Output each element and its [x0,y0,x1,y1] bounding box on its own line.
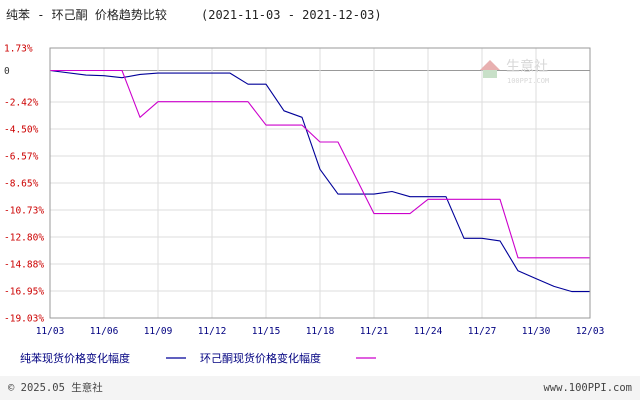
watermark: 生意社 100PPI.COM [480,58,549,85]
y-tick-label: -12.80% [4,232,44,243]
x-tick-label: 11/12 [198,326,227,337]
y-tick-label: -4.50% [4,125,39,136]
y-tick-label: -8.65% [4,179,39,190]
house-logo-icon [480,60,500,78]
plot-border [49,47,591,319]
y-tick-label: -2.42% [4,97,39,108]
y-tick-label: 0 [4,66,10,77]
legend-label-benzene: 纯苯现货价格变化幅度 [20,351,130,365]
series-line-cyclohexanone [50,69,590,259]
y-tick-label: -16.95% [4,286,44,297]
legend-label-cyclohexanone: 环己酮现货价格变化幅度 [200,351,321,365]
series-lines [49,69,590,293]
watermark-url: 100PPI.COM [507,77,549,85]
grid [49,47,591,319]
x-tick-label: 11/15 [252,326,281,337]
footer-site: www.100PPI.com [543,382,632,394]
footer-bar [0,376,640,400]
footer-copyright: © 2025.05 生意社 [8,381,103,394]
x-tick-label: 11/27 [468,326,497,337]
chart-date-range: (2021-11-03 - 2021-12-03) [201,8,382,22]
x-tick-label: 11/18 [306,326,335,337]
x-axis: 11/03 11/06 11/09 11/12 11/15 11/18 11/21 11/24… [36,326,605,337]
x-tick-label: 12/03 [576,326,605,337]
y-tick-label: 1.73% [4,44,33,55]
y-tick-label: -6.57% [4,151,39,162]
y-axis: 1.73% 0 -2.42% -4.50% -6.57% -8.65% -10.73% -12… [4,44,44,325]
x-tick-label: 11/24 [414,326,443,337]
chart-title: 纯苯 - 环己酮 价格趋势比较 [6,7,167,22]
x-tick-label: 11/06 [90,326,119,337]
x-tick-label: 11/30 [522,326,551,337]
x-tick-label: 11/03 [36,326,65,337]
series-line-benzene [49,69,590,293]
watermark-brand: 生意社 [506,58,548,75]
y-tick-label: -14.88% [4,260,44,271]
x-tick-label: 11/21 [360,326,389,337]
y-tick-label: -19.03% [4,314,44,325]
y-tick-label: -10.73% [4,206,44,217]
legend: 纯苯现货价格变化幅度 环己酮现货价格变化幅度 [20,351,376,365]
x-tick-label: 11/09 [144,326,173,337]
